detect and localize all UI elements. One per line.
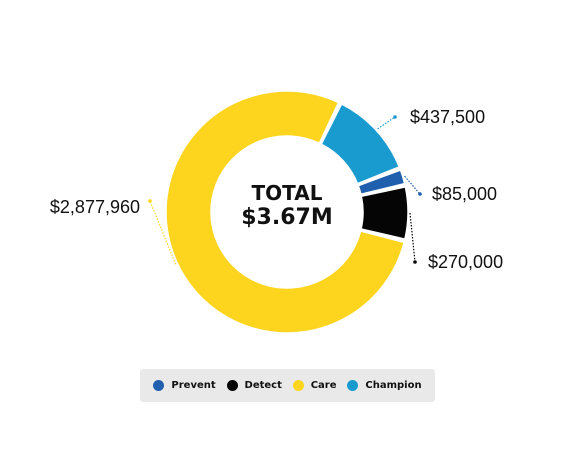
legend-item-prevent: Prevent (153, 380, 216, 391)
legend-label-detect: Detect (244, 380, 282, 391)
leader-line-prevent (404, 175, 421, 195)
legend-item-care: Care (292, 380, 337, 391)
center-title: TOTAL (252, 181, 323, 205)
leader-dot-care (148, 199, 152, 203)
leader-dot-champion (393, 115, 397, 119)
value-label-prevent: $85,000 (432, 184, 497, 204)
leader-dot-prevent (418, 192, 422, 196)
leader-lines (148, 115, 422, 265)
center-total: $3.67M (241, 205, 332, 230)
legend-swatch-champion (347, 380, 359, 391)
leader-line-care (149, 200, 177, 265)
legend-swatch-care (292, 380, 304, 391)
value-labels: $437,500 $85,000 $270,000 $2,877,960 (50, 107, 503, 272)
legend-item-detect: Detect (226, 380, 282, 391)
slice-detect (360, 186, 409, 240)
legend-label-prevent: Prevent (171, 380, 216, 391)
leader-dot-detect (413, 260, 417, 264)
slice-prevent (357, 169, 406, 196)
legend-label-care: Care (310, 380, 337, 391)
legend-swatch-detect (226, 380, 238, 391)
leader-line-detect (409, 212, 416, 263)
value-label-champion: $437,500 (410, 107, 485, 127)
slice-care (165, 90, 406, 334)
leader-line-champion (377, 116, 396, 130)
donut-slices (165, 90, 409, 334)
legend-item-champion: Champion (347, 380, 422, 391)
legend-label-champion: Champion (365, 380, 422, 391)
slice-champion (320, 102, 401, 185)
value-label-detect: $270,000 (428, 252, 503, 272)
legend-swatch-prevent (153, 380, 165, 391)
legend: Prevent Detect Care Champion (140, 369, 435, 402)
value-label-care: $2,877,960 (50, 197, 140, 217)
